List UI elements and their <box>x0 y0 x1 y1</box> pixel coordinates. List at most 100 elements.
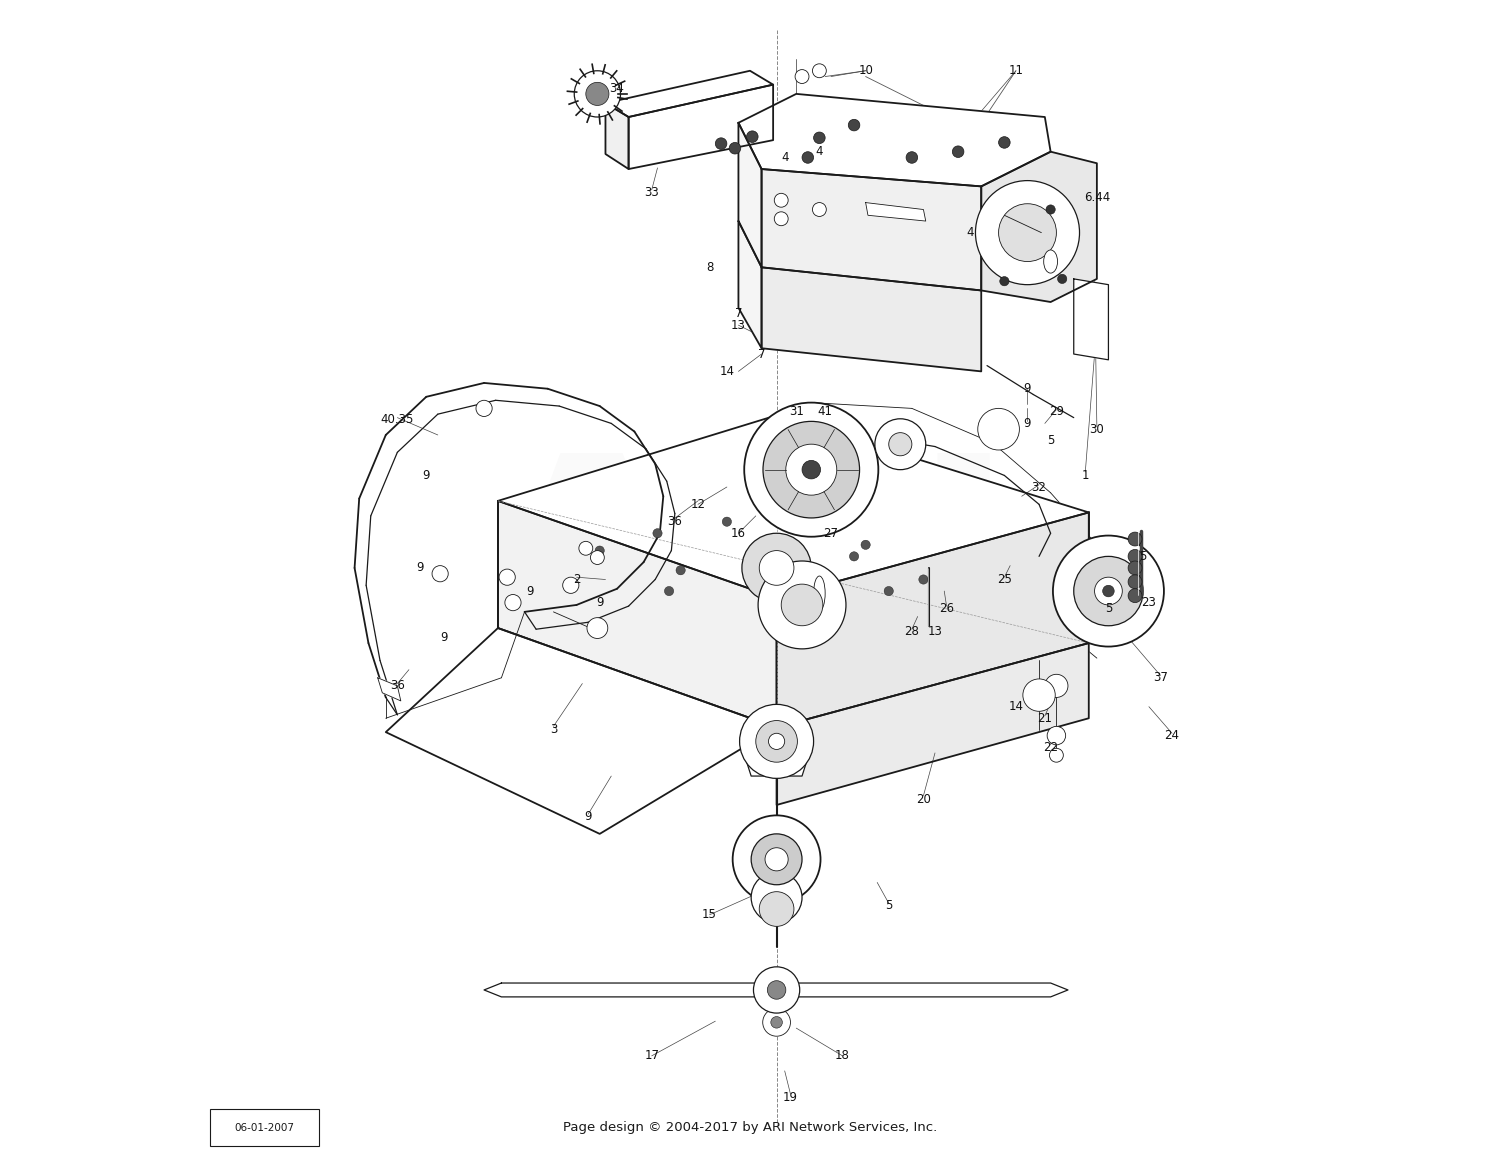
Text: 15: 15 <box>702 909 717 921</box>
Text: 9: 9 <box>596 596 603 610</box>
Circle shape <box>1074 556 1143 626</box>
Text: 24: 24 <box>1164 729 1179 742</box>
Text: 13: 13 <box>927 625 942 639</box>
Text: 4: 4 <box>966 226 974 239</box>
Text: 9: 9 <box>526 584 534 598</box>
Circle shape <box>1128 575 1142 589</box>
Text: 20: 20 <box>916 793 932 806</box>
Circle shape <box>815 462 824 472</box>
Polygon shape <box>498 415 1089 598</box>
Circle shape <box>740 705 813 779</box>
Text: 33: 33 <box>645 185 658 198</box>
Circle shape <box>782 584 824 626</box>
Circle shape <box>500 569 516 585</box>
Circle shape <box>664 586 674 596</box>
Circle shape <box>800 474 808 483</box>
Text: 29: 29 <box>1048 406 1064 418</box>
Text: 32: 32 <box>1032 481 1047 494</box>
Text: 9: 9 <box>1023 382 1031 395</box>
Text: 11: 11 <box>1008 64 1023 78</box>
Text: 27: 27 <box>824 526 839 540</box>
Circle shape <box>742 533 812 603</box>
Circle shape <box>562 577 579 593</box>
Text: 37: 37 <box>1154 671 1168 684</box>
Circle shape <box>1046 675 1068 698</box>
Circle shape <box>574 71 621 117</box>
Text: 8: 8 <box>706 261 712 274</box>
Polygon shape <box>762 169 981 291</box>
Circle shape <box>768 981 786 999</box>
Polygon shape <box>1074 279 1108 359</box>
Text: 17: 17 <box>644 1049 658 1063</box>
Circle shape <box>1053 535 1164 647</box>
Text: 13: 13 <box>730 319 746 331</box>
Circle shape <box>1128 589 1142 603</box>
Circle shape <box>831 488 840 497</box>
Text: 14: 14 <box>720 365 735 378</box>
Circle shape <box>753 967 800 1013</box>
Circle shape <box>596 546 604 555</box>
Circle shape <box>744 402 879 537</box>
Polygon shape <box>865 203 926 221</box>
Circle shape <box>920 575 928 584</box>
Text: 3: 3 <box>550 723 556 736</box>
Text: 4: 4 <box>816 145 824 158</box>
Text: 25: 25 <box>998 573 1012 586</box>
Circle shape <box>906 152 918 163</box>
Circle shape <box>1050 749 1064 763</box>
Text: 31: 31 <box>789 406 804 418</box>
Circle shape <box>1128 549 1142 563</box>
Text: 28: 28 <box>904 625 920 639</box>
Circle shape <box>884 586 894 596</box>
Circle shape <box>476 400 492 416</box>
Circle shape <box>764 422 859 518</box>
Circle shape <box>786 444 837 495</box>
Polygon shape <box>738 94 1050 187</box>
Circle shape <box>770 847 783 861</box>
Circle shape <box>723 517 732 526</box>
Circle shape <box>768 734 784 750</box>
Text: 14: 14 <box>1008 700 1023 713</box>
Circle shape <box>792 468 801 478</box>
Circle shape <box>770 859 783 873</box>
Text: 5: 5 <box>1104 602 1112 615</box>
Circle shape <box>765 847 788 870</box>
Circle shape <box>802 152 813 163</box>
Text: ARI: ARI <box>484 445 1016 714</box>
Circle shape <box>676 566 686 575</box>
Polygon shape <box>484 983 1068 997</box>
Text: 9: 9 <box>440 630 447 643</box>
Circle shape <box>849 552 858 561</box>
Text: 30: 30 <box>1089 423 1104 436</box>
Text: 36: 36 <box>668 516 682 529</box>
Text: 9: 9 <box>1023 417 1031 430</box>
Circle shape <box>824 481 833 490</box>
Circle shape <box>952 146 964 158</box>
Polygon shape <box>777 512 1089 728</box>
Circle shape <box>729 143 741 154</box>
Polygon shape <box>981 152 1096 302</box>
Circle shape <box>888 432 912 455</box>
Ellipse shape <box>813 576 825 611</box>
Text: 5: 5 <box>1047 435 1054 447</box>
Text: 36: 36 <box>390 679 405 692</box>
Circle shape <box>747 131 758 143</box>
Circle shape <box>1095 577 1122 605</box>
Text: 2: 2 <box>573 573 580 586</box>
Text: 34: 34 <box>609 81 624 95</box>
Circle shape <box>759 891 794 926</box>
Circle shape <box>591 551 604 564</box>
Text: 06-01-2007: 06-01-2007 <box>234 1123 294 1132</box>
Text: 6.44: 6.44 <box>1083 191 1110 204</box>
Circle shape <box>999 137 1010 148</box>
Circle shape <box>802 460 820 479</box>
Text: 23: 23 <box>1142 596 1156 610</box>
Text: 5: 5 <box>885 899 892 912</box>
Circle shape <box>770 882 783 896</box>
Text: 18: 18 <box>836 1049 850 1063</box>
Circle shape <box>813 64 826 78</box>
Text: 4: 4 <box>782 151 789 163</box>
Text: 21: 21 <box>1038 712 1053 724</box>
Text: 9: 9 <box>417 561 424 575</box>
Circle shape <box>813 203 826 217</box>
